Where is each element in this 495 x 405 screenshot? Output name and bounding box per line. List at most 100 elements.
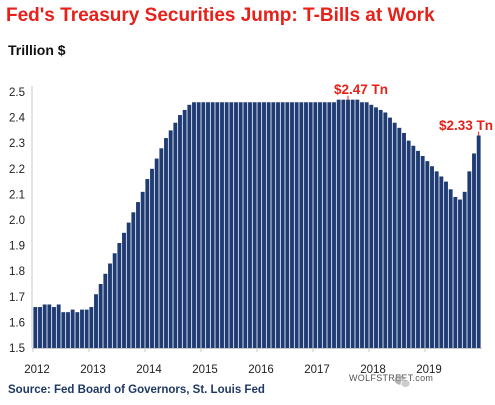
y-tick-label: 1.8 xyxy=(9,266,25,278)
chart-bar xyxy=(224,102,229,349)
chart-bar xyxy=(229,102,234,349)
chart-bar xyxy=(131,212,136,348)
chart-bar xyxy=(70,309,75,348)
chart-bar xyxy=(346,99,350,349)
chart-bar xyxy=(383,112,388,348)
chart-bar xyxy=(80,309,84,348)
chart-bar xyxy=(476,135,481,348)
chart-bar xyxy=(308,102,313,349)
chart-bar xyxy=(402,132,406,348)
chart-bar xyxy=(145,179,150,348)
chart-bar xyxy=(243,102,248,349)
chart-bar xyxy=(248,102,252,349)
chart-bar xyxy=(304,102,308,349)
chart-bar xyxy=(318,102,322,349)
chart-bar xyxy=(350,99,355,349)
chart-bar xyxy=(280,102,285,349)
chart-bar xyxy=(173,122,178,348)
chart-bar xyxy=(285,102,290,349)
chart-bar xyxy=(150,168,154,348)
chart-bar xyxy=(341,99,346,349)
chart-bar xyxy=(210,102,215,349)
chart-bar xyxy=(140,191,145,348)
chart-bar xyxy=(154,158,159,348)
chart-bar xyxy=(439,176,444,348)
y-tick-label: 2.5 xyxy=(9,87,25,99)
chart-bar xyxy=(262,102,266,349)
chart-bar xyxy=(378,109,383,348)
y-tick-label: 1.6 xyxy=(9,317,25,329)
y-tick-label: 1.5 xyxy=(9,343,25,355)
x-tick-label: 2012 xyxy=(24,364,50,376)
chart-bar xyxy=(75,312,80,348)
x-tick-label: 2017 xyxy=(304,364,330,376)
chart-bar xyxy=(458,199,462,348)
chart-bar xyxy=(430,166,434,348)
chart-bar xyxy=(332,102,336,349)
chart-bar xyxy=(472,153,476,348)
wechat-icon xyxy=(394,375,411,388)
chart-bar xyxy=(89,307,94,348)
y-tick-label: 2.3 xyxy=(9,138,25,150)
chart-bar xyxy=(38,307,42,348)
chart-bar xyxy=(108,263,112,348)
chart-bar xyxy=(94,294,98,348)
chart-bar xyxy=(192,102,196,349)
chart-bar xyxy=(299,102,304,349)
chart-bar xyxy=(168,130,173,348)
chart-bar xyxy=(374,107,378,348)
y-axis-unit-label: Trillion $ xyxy=(8,42,66,58)
watermark-text: WOLFSTREET.com xyxy=(349,373,433,383)
chart-bar xyxy=(448,189,453,348)
watermark: WOLFSTREET.com xyxy=(349,373,433,388)
chart-bar xyxy=(252,102,257,349)
chart-bar xyxy=(397,127,402,348)
y-tick-label: 1.9 xyxy=(9,241,25,253)
y-tick-label: 2.4 xyxy=(9,113,26,125)
chart-bar xyxy=(206,102,210,349)
y-tick-label: 2.2 xyxy=(9,164,25,176)
chart-bar xyxy=(117,243,122,348)
chart-bar xyxy=(322,102,327,349)
chart-bar xyxy=(276,102,280,349)
bars xyxy=(33,99,481,349)
chart-bar xyxy=(453,196,458,348)
chart-bar xyxy=(313,102,318,349)
chart-bar xyxy=(416,150,420,348)
source-note: Source: Fed Board of Governors, St. Loui… xyxy=(8,384,265,396)
chart-bar xyxy=(369,104,374,348)
chart-bar xyxy=(364,102,369,349)
y-tick-label: 2.1 xyxy=(9,189,25,201)
chart-bar xyxy=(360,102,364,349)
chart-bar xyxy=(98,284,103,348)
x-axis-ticks: 2012 2013 2014 2015 2016 2017 2018 2019 xyxy=(24,348,442,376)
y-axis-ticks: 2.5 2.4 2.3 2.2 2.1 2.0 1.9 1.8 1.7 1.6 1.5 xyxy=(9,87,26,355)
chart-bar xyxy=(52,307,56,348)
chart-bar xyxy=(420,156,425,348)
chart-bar xyxy=(56,304,61,348)
x-tick-label: 2015 xyxy=(192,364,218,376)
chart-bar xyxy=(136,202,140,348)
chart-bar xyxy=(266,102,271,349)
x-tick-label: 2014 xyxy=(136,364,162,376)
x-tick-label: 2018 xyxy=(360,364,386,376)
chart-bar xyxy=(257,102,262,349)
chart-bar xyxy=(182,109,187,348)
chart-bar xyxy=(196,102,201,349)
chart-bar xyxy=(42,304,47,348)
chart-bar xyxy=(411,145,416,348)
y-tick-label: 2.0 xyxy=(9,215,25,227)
chart-bar xyxy=(467,171,472,348)
chart-bar xyxy=(112,253,117,348)
chart-bar xyxy=(290,102,294,349)
chart-bar xyxy=(355,99,360,349)
chart-bar xyxy=(164,138,168,348)
chart-bar xyxy=(178,115,182,348)
x-tick-label: 2019 xyxy=(416,364,442,376)
chart-bar xyxy=(406,140,411,348)
annotation-label: $2.33 Tn xyxy=(439,118,493,133)
chart-bar xyxy=(33,307,38,348)
chart-bar xyxy=(103,273,108,348)
